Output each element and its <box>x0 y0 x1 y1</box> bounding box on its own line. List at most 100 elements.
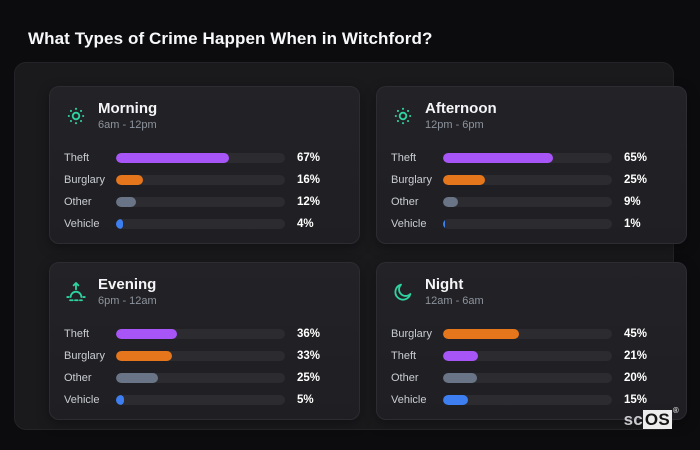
scos-logo: sc OS ® <box>623 406 679 430</box>
bar-fill <box>443 175 486 185</box>
registered-mark: ® <box>672 406 679 415</box>
bar-track <box>116 351 285 361</box>
card-time-range: 12pm - 6pm <box>425 119 484 131</box>
bar-fill <box>443 153 553 163</box>
category-label: Vehicle <box>64 394 100 406</box>
bar-rows: Theft 36% Burglary 33% Other 25% Vehicle… <box>64 323 333 411</box>
bar-track <box>116 175 285 185</box>
category-label: Theft <box>64 328 90 340</box>
bar-fill <box>443 219 445 229</box>
percentage-value: 1% <box>624 218 641 230</box>
category-label: Theft <box>391 152 417 164</box>
page-title: What Types of Crime Happen When in Witch… <box>28 29 433 48</box>
bar-rows: Theft 65% Burglary 25% Other 9% Vehicle … <box>391 147 660 235</box>
bar-fill <box>443 329 520 339</box>
category-label: Theft <box>391 350 417 362</box>
card-header: Night 12am - 6am <box>391 276 660 308</box>
moon-icon <box>394 283 412 301</box>
bar-track <box>443 373 612 383</box>
bar-fill <box>116 153 230 163</box>
percentage-value: 20% <box>624 372 648 384</box>
bar-rows: Theft 67% Burglary 16% Other 12% Vehicle… <box>64 147 333 235</box>
percentage-value: 36% <box>297 328 321 340</box>
card-title: Morning <box>98 100 158 117</box>
card-time-range: 6am - 12pm <box>98 119 157 131</box>
card-title: Afternoon <box>425 100 497 117</box>
sun-icon <box>67 107 85 125</box>
percentage-value: 5% <box>297 394 314 406</box>
scos-logo-prefix: sc <box>623 410 643 429</box>
card-title: Evening <box>98 276 157 293</box>
bar-track <box>443 153 612 163</box>
percentage-value: 12% <box>297 196 321 208</box>
bar-track <box>443 175 612 185</box>
card-title: Night <box>425 276 464 293</box>
bar-row: Vehicle 4% <box>64 213 333 235</box>
card-time-range: 12am - 6am <box>425 295 484 307</box>
bar-fill <box>116 351 172 361</box>
bar-track <box>116 219 285 229</box>
percentage-value: 25% <box>624 174 648 186</box>
card-time-range: 6pm - 12am <box>98 295 157 307</box>
category-label: Vehicle <box>391 218 427 230</box>
bar-fill <box>116 197 137 207</box>
percentage-value: 25% <box>297 372 321 384</box>
bar-track <box>443 219 612 229</box>
bar-track <box>443 329 612 339</box>
bar-row: Other 25% <box>64 367 333 389</box>
card-header: Afternoon 12pm - 6pm <box>391 100 660 132</box>
category-label: Burglary <box>64 174 105 186</box>
dashboard-panel: Morning 6am - 12pm Theft 67% Burglary 16… <box>14 62 687 430</box>
bar-row: Burglary 16% <box>64 169 333 191</box>
bar-row: Theft 36% <box>64 323 333 345</box>
bar-fill <box>443 197 459 207</box>
bar-fill <box>443 373 477 383</box>
category-label: Burglary <box>391 328 432 340</box>
time-period-card-morning: Morning 6am - 12pm Theft 67% Burglary 16… <box>49 86 360 244</box>
bar-fill <box>116 175 144 185</box>
bar-fill <box>116 219 123 229</box>
category-label: Theft <box>64 152 90 164</box>
percentage-value: 15% <box>624 394 648 406</box>
category-label: Other <box>64 372 92 384</box>
time-period-card-evening: Evening 6pm - 12am Theft 36% Burglary 33… <box>49 262 360 420</box>
bar-row: Other 12% <box>64 191 333 213</box>
sun-icon <box>394 107 412 125</box>
bar-rows: Burglary 45% Theft 21% Other 20% Vehicle… <box>391 323 660 411</box>
bar-row: Burglary 25% <box>391 169 660 191</box>
bar-row: Vehicle 1% <box>391 213 660 235</box>
percentage-value: 21% <box>624 350 648 362</box>
time-period-card-night: Night 12am - 6am Burglary 45% Theft 21% … <box>376 262 687 420</box>
category-label: Other <box>391 196 419 208</box>
bar-track <box>443 351 612 361</box>
category-label: Vehicle <box>64 218 100 230</box>
bar-row: Vehicle 15% <box>391 389 660 411</box>
bar-track <box>116 395 285 405</box>
card-header: Morning 6am - 12pm <box>64 100 333 132</box>
bar-row: Theft 21% <box>391 345 660 367</box>
bar-row: Theft 65% <box>391 147 660 169</box>
bar-row: Burglary 45% <box>391 323 660 345</box>
category-label: Other <box>64 196 92 208</box>
sunset-icon <box>66 282 86 302</box>
percentage-value: 16% <box>297 174 321 186</box>
bar-fill <box>443 351 479 361</box>
category-label: Burglary <box>391 174 432 186</box>
bar-track <box>116 197 285 207</box>
percentage-value: 65% <box>624 152 648 164</box>
bar-row: Other 9% <box>391 191 660 213</box>
category-label: Burglary <box>64 350 105 362</box>
bar-fill <box>443 395 469 405</box>
bar-fill <box>116 373 159 383</box>
bar-row: Theft 67% <box>64 147 333 169</box>
bar-track <box>116 153 285 163</box>
percentage-value: 67% <box>297 152 321 164</box>
cards-grid: Morning 6am - 12pm Theft 67% Burglary 16… <box>49 86 687 420</box>
scos-logo-suffix: OS <box>642 410 672 429</box>
category-label: Vehicle <box>391 394 427 406</box>
bar-row: Vehicle 5% <box>64 389 333 411</box>
card-header: Evening 6pm - 12am <box>64 276 333 308</box>
bar-track <box>116 329 285 339</box>
bar-track <box>443 395 612 405</box>
percentage-value: 33% <box>297 350 321 362</box>
